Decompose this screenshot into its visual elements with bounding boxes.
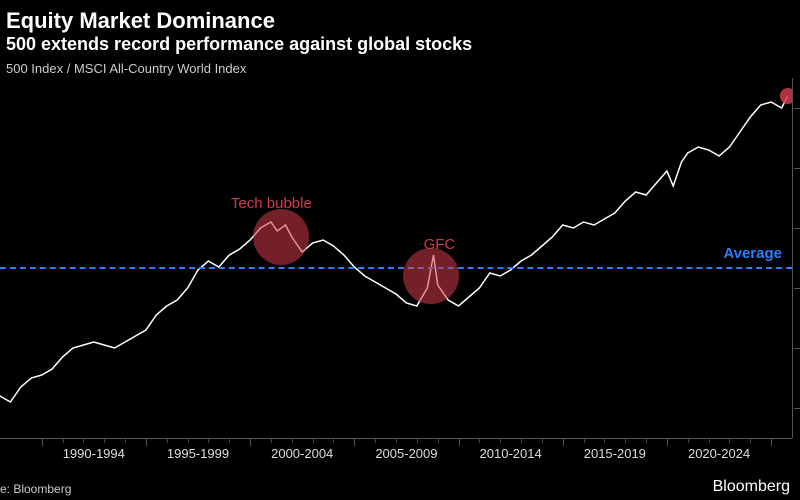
x-axis-label: 2010-2014: [480, 446, 542, 461]
average-line: [0, 267, 792, 269]
x-tick-minor: [521, 438, 522, 443]
price-line: [0, 96, 788, 402]
x-tick-minor: [83, 438, 84, 443]
x-tick-major: [42, 438, 43, 446]
x-tick-minor: [542, 438, 543, 443]
average-label: Average: [723, 245, 782, 262]
x-tick-minor: [479, 438, 480, 443]
x-tick-major: [771, 438, 772, 446]
annotation-circle: [253, 209, 309, 265]
y-tick: [794, 168, 800, 169]
y-tick: [794, 108, 800, 109]
x-tick-minor: [646, 438, 647, 443]
x-tick-minor: [688, 438, 689, 443]
x-tick-minor: [625, 438, 626, 443]
x-tick-major: [459, 438, 460, 446]
annotation-label: GFC: [424, 236, 456, 253]
chart-legend: 500 Index / MSCI All-Country World Index: [0, 57, 800, 76]
x-axis-label: 2005-2009: [375, 446, 437, 461]
y-tick: [794, 228, 800, 229]
x-axis-label: 1990-1994: [63, 446, 125, 461]
x-tick-minor: [188, 438, 189, 443]
chart-header: Equity Market Dominance 500 extends reco…: [0, 0, 800, 57]
x-tick-minor: [417, 438, 418, 443]
chart-subtitle: 500 extends record performance against g…: [6, 34, 800, 55]
bloomberg-watermark: Bloomberg: [713, 478, 790, 496]
y-tick: [794, 288, 800, 289]
x-tick-minor: [271, 438, 272, 443]
x-axis-label: 2020-2024: [688, 446, 750, 461]
y-tick: [794, 348, 800, 349]
x-tick-minor: [750, 438, 751, 443]
x-tick-major: [563, 438, 564, 446]
x-tick-major: [146, 438, 147, 446]
x-tick-minor: [604, 438, 605, 443]
x-axis-label: 2000-2004: [271, 446, 333, 461]
x-axis-label: 1995-1999: [167, 446, 229, 461]
x-tick-minor: [584, 438, 585, 443]
x-tick-minor: [709, 438, 710, 443]
x-tick-minor: [729, 438, 730, 443]
x-tick-minor: [104, 438, 105, 443]
y-tick: [794, 408, 800, 409]
chart-title: Equity Market Dominance: [6, 8, 800, 34]
x-tick-minor: [396, 438, 397, 443]
x-tick-minor: [63, 438, 64, 443]
x-tick-minor: [229, 438, 230, 443]
x-tick-minor: [208, 438, 209, 443]
last-point-marker: [780, 88, 792, 104]
x-tick-minor: [438, 438, 439, 443]
x-tick-minor: [292, 438, 293, 443]
y-axis: [792, 78, 800, 438]
x-tick-minor: [167, 438, 168, 443]
x-axis-label: 2015-2019: [584, 446, 646, 461]
x-tick-major: [250, 438, 251, 446]
x-tick-minor: [313, 438, 314, 443]
x-tick-major: [667, 438, 668, 446]
x-tick-minor: [500, 438, 501, 443]
x-tick-major: [354, 438, 355, 446]
x-tick-minor: [375, 438, 376, 443]
chart-plot: [0, 78, 792, 438]
chart-container: Equity Market Dominance 500 extends reco…: [0, 0, 800, 500]
annotation-label: Tech bubble: [231, 195, 312, 212]
x-tick-minor: [333, 438, 334, 443]
x-tick-minor: [125, 438, 126, 443]
chart-source: e: Bloomberg: [0, 482, 71, 496]
